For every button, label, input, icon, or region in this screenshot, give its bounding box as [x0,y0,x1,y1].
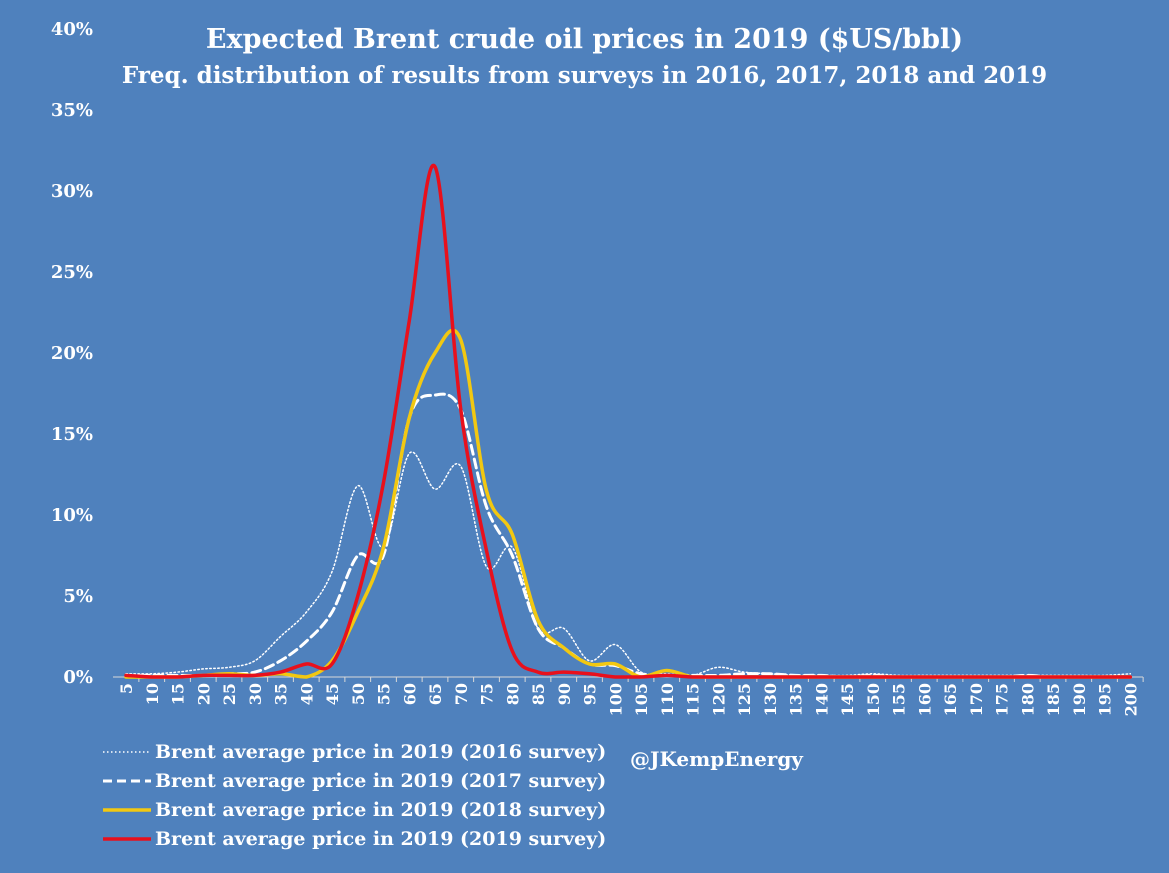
x-tick-label: 130 [761,683,780,716]
x-tick-label: 45 [323,683,342,705]
x-tick-label: 75 [478,683,497,705]
legend-item-2017-survey: Brent average price in 2019 (2017 survey… [103,766,606,795]
x-tick-label: 20 [194,683,213,705]
y-tick-label: 0% [63,667,93,688]
x-tick-label: 55 [375,683,394,705]
y-tick-label: 40% [51,19,93,40]
legend-label: Brent average price in 2019 (2018 survey… [155,798,607,821]
legend-label: Brent average price in 2019 (2016 survey… [155,740,607,763]
legend-swatch-dashed [103,779,151,782]
x-tick-label: 50 [349,683,368,705]
x-tick-label: 160 [915,683,934,716]
x-tick-label: 65 [426,683,445,705]
y-tick-label: 30% [51,181,93,202]
x-tick-label: 145 [838,683,857,716]
x-tick-label: 35 [272,683,291,705]
x-tick-label: 10 [143,683,162,705]
chart-legend: Brent average price in 2019 (2016 survey… [103,737,606,853]
y-tick-label: 15% [51,424,93,445]
x-tick-label: 200 [1121,683,1140,716]
x-tick-label: 85 [529,683,548,705]
chart-subtitle: Freq. distribution of results from surve… [121,62,1048,89]
legend-item-2019-survey: Brent average price in 2019 (2019 survey… [103,824,606,853]
series-line-2018-survey [124,328,1133,679]
x-tick-label: 175 [993,683,1012,716]
credit-handle: @JKempEnergy [630,747,803,771]
series-line-2017-survey [124,392,1132,679]
x-tick-label: 115 [684,683,703,716]
legend-item-2018-survey: Brent average price in 2019 (2018 survey… [103,795,606,824]
legend-label: Brent average price in 2019 (2019 survey… [155,827,607,850]
x-tick-label: 30 [246,683,265,705]
y-tick-label: 20% [51,343,93,364]
legend-swatch-dotted [103,750,151,753]
x-tick-label: 170 [967,683,986,716]
x-tick-label: 180 [1018,683,1037,716]
x-tick-label: 190 [1070,683,1089,716]
x-tick-label: 135 [787,683,806,716]
x-tick-label: 100 [606,683,625,716]
x-tick-label: 25 [220,683,239,705]
chart-title: Expected Brent crude oil prices in 2019 … [205,24,964,55]
x-tick-label: 70 [452,683,471,705]
x-tick-label: 80 [503,683,522,705]
x-tick-label: 60 [400,683,419,705]
x-tick-label: 155 [890,683,909,716]
y-tick-label: 5% [63,586,93,607]
x-tick-label: 140 [812,683,831,716]
x-tick-label: 105 [632,683,651,716]
x-tick-label: 195 [1096,683,1115,716]
x-tick-label: 150 [864,683,883,716]
series-line-2016-survey [125,451,1132,677]
legend-label: Brent average price in 2019 (2017 survey… [155,769,607,792]
x-tick-label: 15 [169,683,188,705]
x-tick-label: 5 [117,683,136,694]
y-tick-label: 10% [51,505,93,526]
x-tick-label: 40 [297,683,316,705]
x-tick-label: 95 [581,683,600,705]
x-tick-label: 165 [941,683,960,716]
legend-swatch-yellow [103,807,151,812]
y-tick-label: 35% [51,100,93,121]
legend-swatch-red [103,836,151,841]
x-tick-label: 90 [555,683,574,705]
x-tick-label: 125 [735,683,754,716]
y-tick-label: 25% [51,262,93,283]
x-tick-label: 120 [709,683,728,716]
x-tick-label: 110 [658,683,677,716]
legend-item-2016-survey: Brent average price in 2019 (2016 survey… [103,737,606,766]
x-tick-label: 185 [1044,683,1063,716]
series-line-2019-survey [124,163,1133,679]
